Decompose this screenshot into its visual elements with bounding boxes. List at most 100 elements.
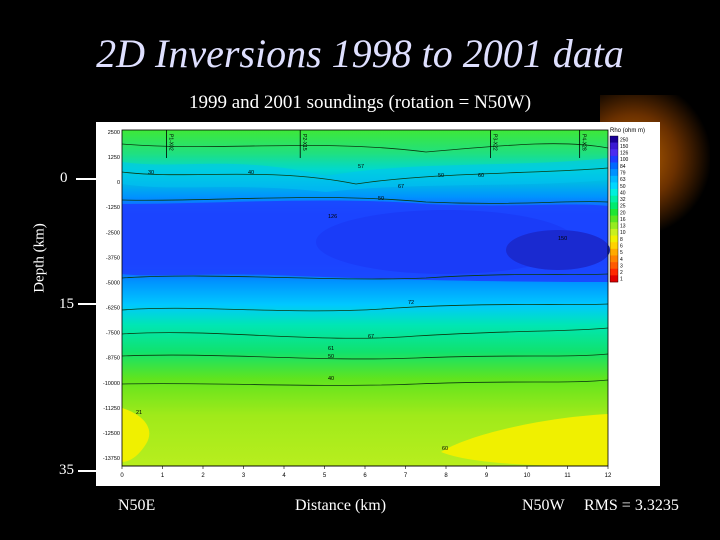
depth-tick-15: 15: [59, 296, 74, 312]
colorbar-swatch: [610, 175, 618, 183]
colorbar-tick-label: 4: [620, 257, 623, 263]
contour-label: 61: [328, 346, 334, 352]
distance-axis-label: Distance (km): [295, 497, 387, 514]
colorbar-tick-label: 250: [620, 137, 629, 143]
y-tick-label: -5000: [106, 280, 120, 286]
colorbar-swatch: [610, 262, 618, 270]
colorbar-swatch: [610, 162, 618, 170]
colorbar-swatch: [610, 255, 618, 263]
contour-label: 40: [328, 376, 334, 382]
contour-line-7: [121, 353, 609, 360]
colorbar-swatch: [610, 189, 618, 197]
contour-label: 67: [368, 334, 374, 340]
y-tick-label: -8750: [106, 356, 120, 362]
contour-label: 50: [328, 354, 334, 360]
colorbar-tick-label: 50: [620, 184, 626, 190]
slide-title: 2D Inversions 1998 to 2001 data: [96, 31, 624, 76]
station-label: P3-X22: [492, 134, 498, 151]
y-tick-label: 1250: [108, 155, 120, 161]
colorbar-swatch: [610, 142, 618, 150]
x-tick-label: 1: [161, 473, 165, 479]
direction-left-label: N50E: [118, 497, 156, 514]
colorbar-swatch: [610, 268, 618, 276]
y-tick-label: -7500: [106, 331, 120, 337]
colorbar-tick-label: 20: [620, 210, 626, 216]
y-tick-label: -12500: [103, 431, 120, 437]
contour-label: 72: [408, 300, 414, 306]
colorbar-tick-label: 32: [620, 197, 626, 203]
x-tick-label: 9: [485, 473, 489, 479]
colorbar-swatch: [610, 228, 618, 236]
colorbar-swatch: [610, 215, 618, 223]
colorbar-swatch: [610, 248, 618, 256]
contour-line-3: [121, 197, 609, 204]
inversion-figure: 0 1 2 3 4 5 6 7 8 9 10 11 12 2500 1250 0 -1250 -2500 -375…: [96, 122, 660, 486]
x-tick-label: 0: [120, 473, 124, 479]
colorbar-tick-label: 100: [620, 157, 629, 163]
x-tick-label: 6: [363, 473, 367, 479]
contour-label: 40: [248, 170, 254, 176]
colorbar-swatch: [610, 182, 618, 190]
colorbar-swatch: [610, 195, 618, 203]
contour-label: 21: [136, 410, 142, 416]
colorbar-tick-label: 6: [620, 244, 623, 250]
low-rho-zone-right: [441, 414, 608, 466]
x-tick-label: 11: [564, 473, 571, 479]
station-label: P2-X15: [301, 134, 307, 151]
contour-label: 126: [328, 214, 337, 220]
colorbar-swatch: [610, 202, 618, 210]
y-tick-label: 0: [117, 180, 120, 186]
x-tick-label: 5: [323, 473, 327, 479]
x-tick-label: 2: [201, 473, 205, 479]
colorbar-tick-label: 150: [620, 144, 629, 150]
y-tick-label: 2500: [108, 130, 120, 136]
contour-line-4: [121, 273, 609, 280]
colorbar-tick-label: 5: [620, 250, 623, 256]
colorbar-title: Rho (ohm m): [610, 128, 645, 134]
x-tick-labels: 0 1 2 3 4 5 6 7 8 9 10 11 12: [120, 466, 612, 479]
contour-label: 60: [442, 446, 448, 452]
y-tick-label: -11250: [103, 406, 120, 412]
colorbar-tick-label: 10: [620, 230, 626, 236]
colorbar-swatch: [610, 136, 618, 143]
colorbar-tick-label: 84: [620, 164, 626, 170]
colorbar-tick-label: 63: [620, 177, 626, 183]
station-label: P4-X28: [581, 134, 587, 151]
x-tick-label: 3: [242, 473, 246, 479]
y-tick-label: -3750: [106, 255, 120, 261]
contour-label: 57: [358, 164, 364, 170]
colorbar-tick-label: 1: [620, 277, 623, 283]
colorbar-tick-label: 2: [620, 270, 623, 276]
y-tick-labels: 2500 1250 0 -1250 -2500 -3750 -5000 -6250 -7500 -…: [103, 130, 120, 462]
x-tick-label: 4: [282, 473, 286, 479]
contour-label: 60: [478, 173, 484, 179]
colorbar-tick-label: 8: [620, 237, 623, 243]
direction-right-label: N50W: [522, 497, 565, 514]
depth-axis-label: Depth (km): [31, 223, 48, 293]
y-tick-label: -1250: [106, 205, 120, 211]
contour-label: 50: [438, 173, 444, 179]
contour-line-6: [121, 327, 609, 339]
x-tick-label: 12: [605, 473, 612, 479]
y-tick-label: -13750: [103, 456, 120, 462]
colorbar-tick-label: 79: [620, 171, 626, 177]
depth-tick-0: 0: [60, 170, 68, 186]
colorbar-swatch: [610, 235, 618, 243]
colorbar-swatch: [610, 209, 618, 216]
x-tick-label: 8: [444, 473, 448, 479]
low-rho-zone-left: [122, 408, 150, 462]
colorbar-tick-label: 3: [620, 263, 623, 269]
x-tick-label: 7: [404, 473, 408, 479]
depth-tick-35: 35: [59, 462, 74, 478]
colorbar-tick-label: 40: [620, 190, 626, 196]
contour-line-2: [121, 167, 609, 185]
contour-label: 67: [398, 184, 404, 190]
colorbar: 2501501261008479635040322520161310865432…: [609, 135, 629, 283]
colorbar-swatch: [610, 155, 618, 163]
colorbar-swatch: [610, 149, 618, 157]
colorbar-swatch: [610, 222, 618, 230]
y-tick-label: -6250: [106, 306, 120, 312]
slide-subtitle: 1999 and 2001 soundings (rotation = N50W…: [188, 92, 532, 113]
y-tick-label: -2500: [106, 230, 120, 236]
resistive-body-peak: [506, 230, 610, 270]
